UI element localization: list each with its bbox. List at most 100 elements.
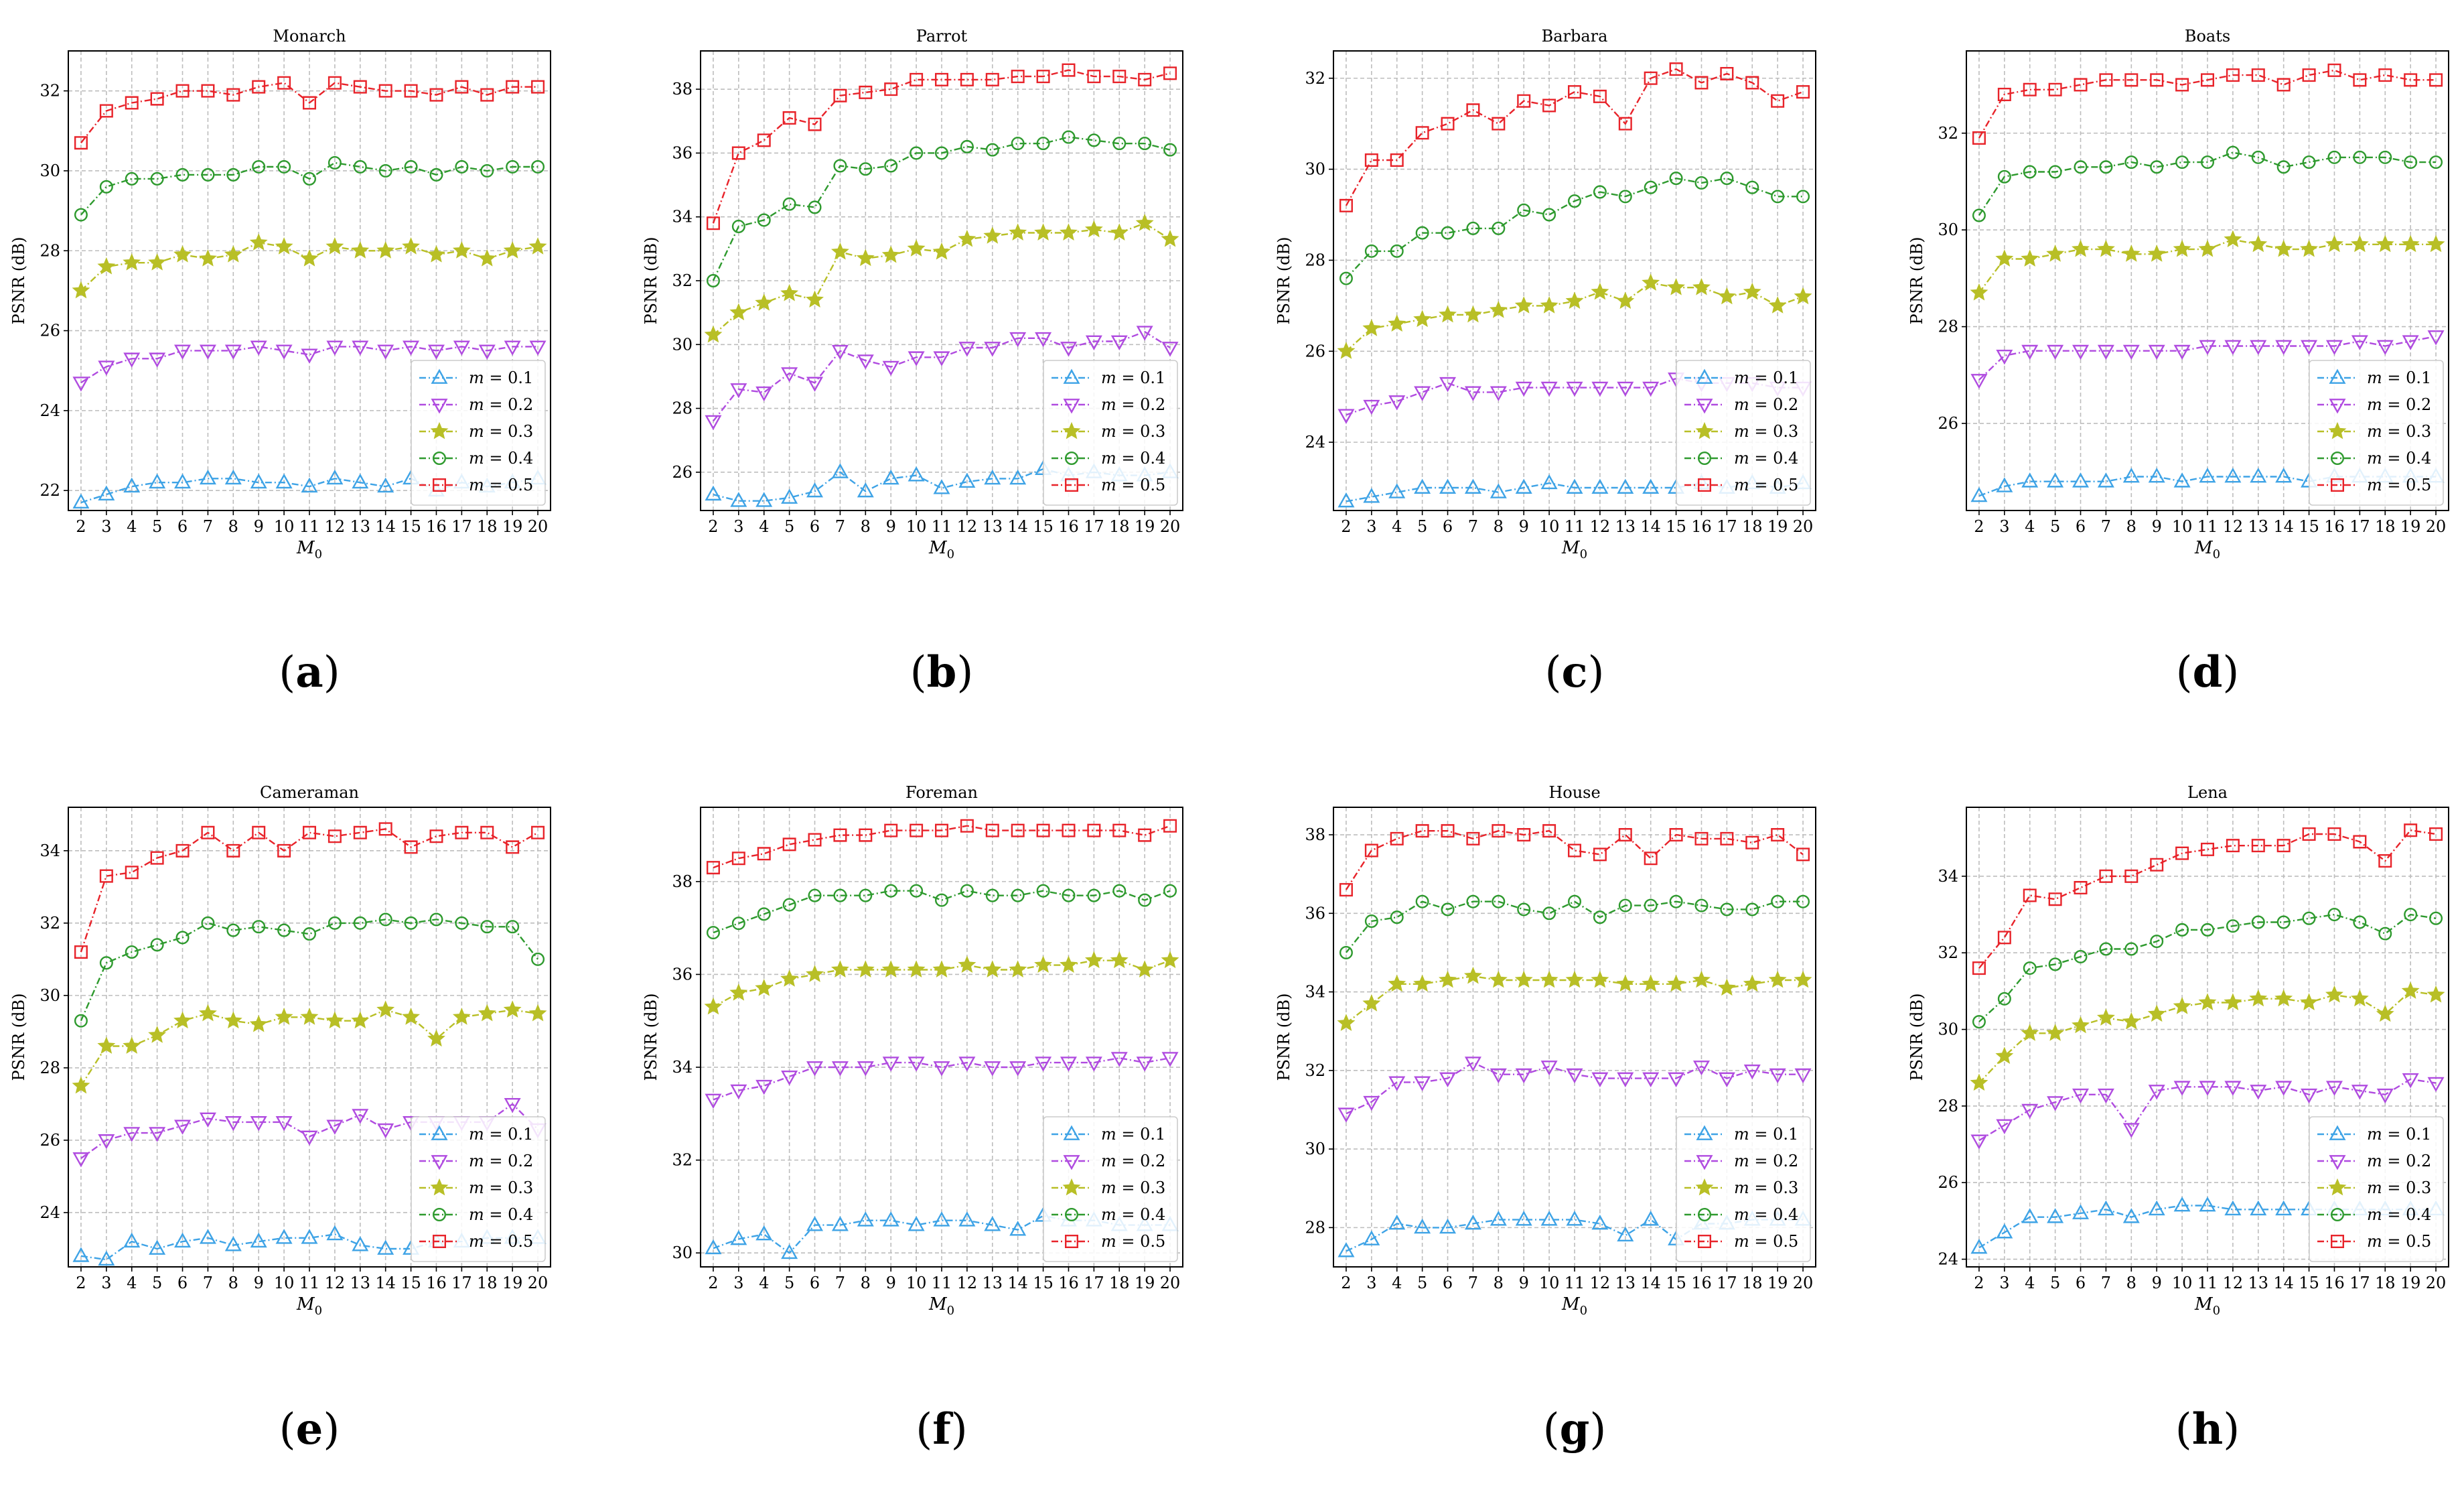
data-point (1466, 103, 1480, 117)
x-tick-label: 4 (2025, 1274, 2035, 1292)
data-point (910, 146, 924, 160)
data-point (2325, 340, 2343, 355)
data-point (2148, 1200, 2165, 1216)
data-point (72, 1076, 90, 1094)
data-point (1414, 386, 1431, 401)
data-point (2122, 1012, 2141, 1030)
data-point (2274, 239, 2293, 257)
data-point (427, 1029, 445, 1047)
data-point (1466, 894, 1480, 908)
data-point (808, 833, 822, 847)
y-tick-label: 32 (40, 82, 60, 100)
x-tick-label: 2 (708, 1274, 718, 1292)
legend-marker (1695, 1178, 1714, 1196)
series-m-0.3 (1337, 273, 1812, 359)
x-tick-label: 19 (502, 1274, 523, 1292)
x-tick-label: 10 (2172, 1274, 2193, 1292)
data-point (2048, 957, 2062, 971)
data-point (1995, 1046, 2014, 1065)
data-point (932, 960, 951, 977)
x-axis-label: M0 (928, 538, 954, 561)
series-line (80, 82, 538, 143)
data-point (2097, 344, 2114, 360)
data-point (1415, 894, 1429, 908)
data-point (2327, 150, 2341, 164)
data-point (97, 1036, 116, 1054)
data-point (2021, 249, 2039, 267)
data-point (224, 1011, 242, 1029)
x-tick-label: 9 (886, 1274, 896, 1292)
data-point (376, 241, 395, 259)
data-point (125, 866, 139, 880)
y-tick-label: 34 (40, 841, 60, 860)
data-point (831, 1061, 849, 1077)
legend-label: m = 0.1 (1734, 1125, 1798, 1144)
data-point (378, 163, 392, 178)
data-point (2275, 467, 2293, 483)
data-point (2124, 869, 2139, 883)
series-m-0.2 (1337, 1057, 1812, 1123)
y-tick-label: 30 (1305, 1140, 1325, 1158)
data-point (1138, 893, 1152, 907)
legend-box (1676, 360, 1811, 506)
data-point (2074, 78, 2088, 92)
data-point (123, 1036, 141, 1054)
legend-box (1043, 360, 1178, 506)
data-point (175, 167, 190, 182)
data-point (2048, 892, 2062, 906)
y-tick-label: 36 (672, 965, 693, 983)
panel-label: (d) (2176, 647, 2240, 697)
data-point (2096, 1008, 2115, 1026)
data-point (125, 172, 139, 186)
data-point (201, 916, 215, 930)
data-point (353, 825, 367, 839)
data-point (1718, 1072, 1735, 1088)
data-point (528, 237, 547, 255)
x-tick-label: 17 (1717, 517, 1737, 536)
data-point (1036, 70, 1050, 84)
data-point (1617, 1226, 1634, 1241)
data-point (2047, 1096, 2064, 1111)
data-point (1694, 76, 1709, 90)
data-point (1618, 828, 1632, 842)
legend-label: m = 0.5 (469, 1232, 533, 1251)
x-tick-label: 14 (1640, 1274, 1661, 1292)
data-point (933, 479, 950, 494)
data-point (277, 923, 291, 937)
data-point (910, 884, 924, 898)
data-point (198, 1004, 217, 1022)
data-point (2074, 881, 2088, 895)
legend-label: m = 0.4 (1734, 1205, 1798, 1224)
data-point (226, 923, 240, 937)
data-point (1769, 1068, 1786, 1084)
y-tick-label: 26 (1938, 1173, 1958, 1192)
legend-label: m = 0.2 (1101, 1152, 1165, 1170)
series-m-0.4 (1339, 894, 1810, 959)
data-point (2350, 989, 2369, 1007)
y-axis-label: PSNR (dB) (1275, 236, 1293, 324)
y-tick-label: 22 (40, 481, 60, 500)
legend-marker (2329, 1155, 2346, 1170)
data-point (1593, 89, 1607, 103)
x-tick-label: 15 (1033, 517, 1054, 536)
data-point (1515, 1068, 1532, 1084)
x-tick-label: 10 (274, 517, 295, 536)
series-m-0.3 (1970, 981, 2445, 1091)
legend-label: m = 0.4 (2367, 1205, 2431, 1224)
data-point (933, 351, 950, 366)
data-point (377, 1239, 394, 1255)
x-axis-label: M0 (1561, 538, 1587, 561)
data-point (252, 159, 266, 174)
data-point (782, 837, 796, 852)
data-point (730, 383, 747, 399)
data-point (2302, 827, 2316, 841)
legend-marker (1065, 1235, 1078, 1248)
data-point (2150, 858, 2164, 872)
data-point (199, 469, 216, 485)
data-point (2327, 63, 2341, 77)
x-tick-label: 2 (708, 517, 718, 536)
x-tick-label: 15 (1666, 517, 1686, 536)
data-point (378, 912, 392, 927)
data-point (985, 143, 999, 157)
x-tick-label: 11 (2197, 517, 2218, 536)
